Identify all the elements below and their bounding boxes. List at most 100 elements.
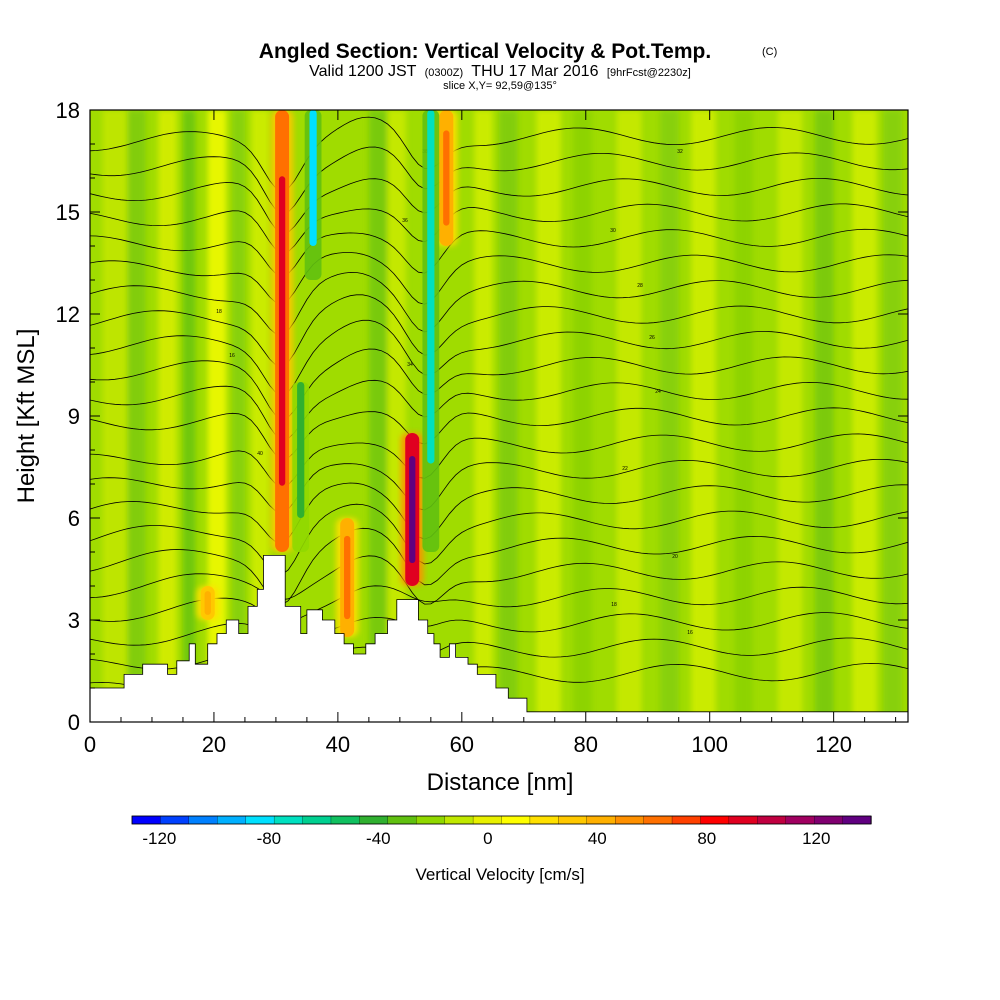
copyright-mark: (C)	[762, 46, 777, 58]
colorbar-tick-label: 0	[483, 829, 492, 848]
isentrope-line	[90, 482, 908, 544]
colorbar-tick-label: 120	[802, 829, 830, 848]
isentrope-label: 34	[407, 362, 413, 368]
colorbar-tick-label: -80	[257, 829, 282, 848]
isentrope-label: 18	[611, 602, 617, 608]
colorbar-swatch	[814, 815, 844, 825]
valid-utc: (0300Z)	[425, 67, 464, 79]
isentrope-line	[90, 379, 908, 441]
colorbar-tick-label: -40	[366, 829, 391, 848]
updraft-core-peak	[409, 455, 416, 564]
colorbar: -120 -80 -40 0 40 80 120	[131, 815, 872, 848]
y-tick-label: 12	[56, 302, 80, 327]
isentrope-line	[90, 585, 908, 622]
y-axis-ticks: 0 36 9 12 15 18	[56, 98, 908, 735]
field-band	[573, 110, 592, 722]
y-axis-label: Height [Kft MSL]	[13, 329, 40, 504]
colorbar-swatch	[160, 815, 190, 825]
isentrope-line	[90, 433, 908, 488]
colorbar-swatch	[757, 815, 787, 825]
isentrope-line	[90, 203, 908, 254]
isentrope-label: 40	[257, 451, 263, 457]
field-band	[616, 110, 642, 722]
terrain-mask	[90, 555, 908, 722]
colorbar-swatch	[131, 815, 162, 825]
colorbar-frame	[131, 815, 872, 825]
y-tick-label: 0	[68, 710, 80, 735]
isentrope-line	[90, 503, 908, 575]
field-band	[127, 110, 146, 722]
field-band	[815, 110, 834, 722]
colorbar-swatch	[842, 815, 872, 825]
isentrope-label: 36	[402, 218, 408, 224]
colorbar-swatch	[188, 815, 218, 825]
x-tick-label: 0	[84, 732, 96, 757]
y-tick-label: 18	[56, 98, 80, 123]
x-tick-label: 20	[202, 732, 226, 757]
isentrope-line	[90, 319, 908, 396]
colorbar-swatch	[245, 815, 275, 825]
slice-label: slice X,Y= 92,59@135°	[443, 80, 557, 92]
isentrope-label: 26	[649, 335, 655, 341]
x-axis-label: Distance [nm]	[427, 769, 574, 796]
downdraft-cores	[292, 110, 440, 552]
colorbar-swatch	[529, 815, 559, 825]
colorbar-swatch	[700, 815, 730, 825]
y-tick-label: 6	[68, 506, 80, 531]
field-band	[660, 110, 679, 722]
forecast-label: [9hrFcst@2230z]	[607, 67, 691, 79]
colorbar-swatch	[273, 815, 304, 825]
downdraft-core	[309, 110, 317, 246]
velocity-field	[102, 110, 902, 722]
isentrope-label: 22	[622, 466, 628, 472]
isentrope-label: 16	[229, 353, 235, 359]
isentrope-line	[90, 555, 908, 605]
colorbar-swatch	[501, 815, 531, 825]
colorbar-label: Vertical Velocity [cm/s]	[415, 865, 584, 884]
field-band	[852, 110, 878, 722]
colorbar-swatch	[785, 815, 815, 825]
isentrope-label: 24	[655, 389, 661, 395]
colorbar-swatch	[387, 815, 417, 825]
valid-prefix: Valid 1200 JST	[309, 63, 417, 80]
updraft-core-peak	[204, 591, 211, 615]
isentrope-line	[90, 178, 908, 234]
valid-line: Valid 1200 JST (0300Z) THU 17 Mar 2016 […	[309, 63, 691, 80]
isentrope-line	[90, 348, 908, 420]
x-axis-ticks: 0 20 40 60 80 100 120	[84, 110, 897, 757]
colorbar-tick-label: -120	[142, 829, 176, 848]
x-tick-label: 100	[691, 732, 728, 757]
colorbar-swatch	[615, 815, 645, 825]
field-band	[102, 110, 128, 722]
x-tick-label: 120	[815, 732, 852, 757]
isentrope-line	[90, 271, 908, 336]
colorbar-swatch	[359, 815, 389, 825]
isentropes: 161820222426283032343638401618	[90, 116, 908, 694]
isentrope-label: 16	[687, 630, 693, 636]
field-band	[182, 110, 196, 722]
y-tick-label: 15	[56, 200, 80, 225]
x-tick-label: 60	[450, 732, 474, 757]
colorbar-swatch	[330, 815, 361, 825]
isentrope-line	[90, 252, 908, 305]
field-band	[158, 110, 177, 722]
field-band	[499, 110, 518, 722]
updraft-core-peak	[344, 535, 351, 620]
colorbar-swatch	[217, 815, 247, 825]
x-tick-label: 80	[574, 732, 598, 757]
colorbar-swatch	[302, 815, 332, 825]
colorbar-swatch	[586, 815, 616, 825]
y-tick-label: 9	[68, 404, 80, 429]
field-band	[734, 110, 754, 722]
isentrope-label: 30	[610, 228, 616, 234]
plot-area: 161820222426283032343638401618	[90, 110, 908, 722]
colorbar-swatch	[444, 815, 474, 825]
colorbar-swatch	[416, 815, 446, 825]
isentrope-line	[90, 228, 908, 277]
field-band	[691, 110, 716, 722]
colorbar-swatch	[671, 815, 702, 825]
colorbar-tick-label: 40	[588, 829, 607, 848]
isentrope-line	[90, 459, 908, 514]
field-band	[536, 110, 561, 722]
